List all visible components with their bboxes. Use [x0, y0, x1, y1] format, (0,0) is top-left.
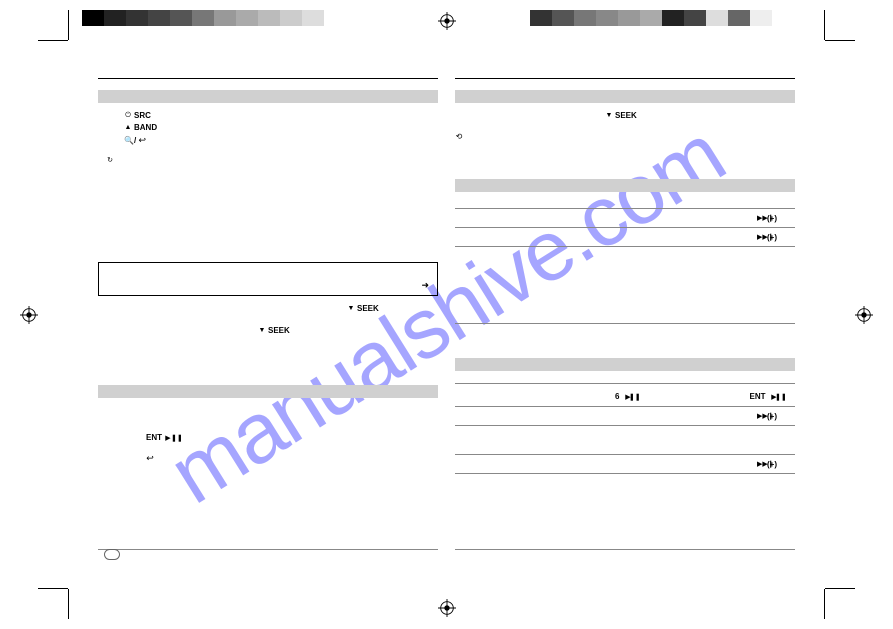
ent-label: ENT: [146, 433, 162, 442]
seek-item: ▼ SEEK: [258, 326, 438, 335]
control-label: SRC: [134, 111, 151, 120]
crop-mark: [68, 10, 69, 40]
crop-mark: [825, 40, 855, 41]
down-triangle-icon: ▼: [258, 327, 266, 334]
crop-mark: [38, 40, 68, 41]
search-icon: 🔍: [124, 136, 132, 145]
control-row: 6 ▶❚❚ ENT ▶❚❚: [455, 384, 795, 404]
fast-forward-icon: ▶▶❙: [757, 412, 765, 420]
section-header: [455, 358, 795, 371]
section-header: [455, 90, 795, 103]
registration-mark: [855, 306, 873, 324]
control-item: ⏻ SRC: [124, 111, 438, 120]
return-icon: ↩: [146, 453, 154, 464]
divider: [455, 425, 795, 426]
fast-forward-icon: ▶▶❙: [757, 214, 765, 222]
divider: [455, 227, 795, 228]
section-header: [455, 179, 795, 192]
six-pause: 6 ▶❚❚: [615, 386, 637, 404]
divider: [455, 208, 795, 209]
pause-icon: ❚❚: [629, 393, 637, 401]
divider: [455, 473, 795, 474]
right-column: ▼ SEEK ⟲ ▶▶❙ (+) ▶▶❙ (+) ▼ SEEK 6 ▶❚❚: [455, 78, 795, 474]
control-item: ▲ BAND: [124, 123, 438, 132]
left-column: ⏻ SRC ▲ BAND 🔍 / ↩ ↻ ➜ ▼ SEEK ENT: [98, 78, 438, 466]
ent-item: ENT ▶ ❚❚: [146, 433, 438, 442]
registration-mark: [20, 306, 38, 324]
slash-label: /: [134, 136, 136, 145]
divider: [98, 549, 438, 550]
forward-row: ▶▶❙ (+): [455, 410, 795, 422]
power-icon: ⏻: [124, 112, 132, 120]
down-triangle-icon: ▼: [347, 305, 355, 312]
arrow-right-icon: ➜: [421, 280, 429, 291]
down-triangle-icon: ▼: [605, 112, 613, 119]
divider: [455, 549, 795, 550]
forward-row: ▶▶❙ (+): [455, 458, 795, 470]
rotate-icon: ↻: [106, 156, 114, 164]
seek-item: ▼ SEEK: [605, 111, 795, 120]
crop-mark: [38, 588, 68, 589]
up-triangle-icon: ▲: [124, 124, 132, 131]
six-label: 6: [615, 392, 619, 401]
forward-row: ▶▶❙ (+): [455, 212, 795, 224]
seek-item: ▼ SEEK: [347, 304, 795, 313]
grayscale-strip: [82, 10, 324, 26]
crop-mark: [825, 588, 855, 589]
divider: [455, 246, 795, 247]
registration-mark: [438, 599, 456, 617]
repeat-icon: ⟲: [455, 132, 463, 141]
control-label: BAND: [134, 123, 157, 132]
registration-mark: [438, 12, 456, 30]
divider: [455, 454, 795, 455]
section-header: [98, 90, 438, 103]
pause-icon: ❚❚: [775, 393, 783, 401]
forward-row: ▶▶❙ (+): [455, 231, 795, 243]
plus-label: (+): [767, 460, 777, 469]
page-content: ⏻ SRC ▲ BAND 🔍 / ↩ ↻ ➜ ▼ SEEK ENT: [98, 78, 795, 568]
return-icon: ↩: [138, 135, 146, 146]
grayscale-strip: [530, 10, 772, 26]
fast-forward-icon: ▶▶❙: [757, 233, 765, 241]
seek-label: SEEK: [357, 304, 379, 313]
seek-label: SEEK: [615, 111, 637, 120]
plus-label: (+): [767, 214, 777, 223]
seek-label: SEEK: [268, 326, 290, 335]
crop-mark: [824, 589, 825, 619]
note-box: ➜: [98, 262, 438, 296]
fast-forward-icon: ▶▶❙: [757, 460, 765, 468]
divider: [455, 406, 795, 407]
crop-mark: [68, 589, 69, 619]
control-item: 🔍 / ↩: [124, 135, 438, 146]
ent-label: ENT: [750, 392, 766, 401]
divider: [455, 323, 795, 324]
pause-icon: ❚❚: [171, 434, 179, 442]
section-header: [98, 385, 438, 398]
page-number: [104, 549, 120, 560]
ent-pause: ENT ▶❚❚: [750, 386, 783, 404]
plus-label: (+): [767, 233, 777, 242]
plus-label: (+): [767, 412, 777, 421]
crop-mark: [824, 10, 825, 40]
